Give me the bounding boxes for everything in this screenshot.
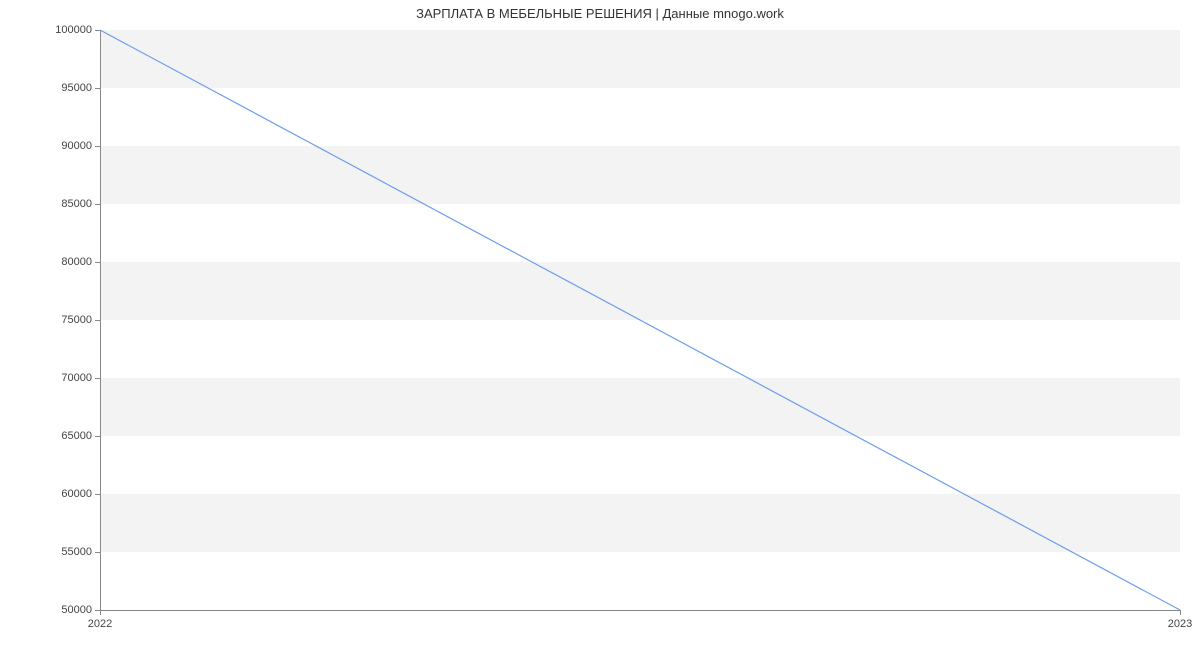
y-tick-label: 95000 (61, 82, 92, 94)
series-line (100, 30, 1180, 610)
y-tick-label: 70000 (61, 372, 92, 384)
y-tick-label: 60000 (61, 488, 92, 500)
x-tick-mark (100, 610, 101, 615)
y-tick-label: 65000 (61, 430, 92, 442)
chart-title: ЗАРПЛАТА В МЕБЕЛЬНЫЕ РЕШЕНИЯ | Данные mn… (0, 6, 1200, 21)
y-tick-label: 75000 (61, 314, 92, 326)
plot-area: 5000055000600006500070000750008000085000… (100, 30, 1180, 610)
y-tick-label: 50000 (61, 604, 92, 616)
y-tick-label: 85000 (61, 198, 92, 210)
y-tick-label: 90000 (61, 140, 92, 152)
y-tick-label: 55000 (61, 546, 92, 558)
x-tick-label: 2023 (1168, 618, 1192, 630)
x-tick-label: 2022 (88, 618, 112, 630)
y-tick-label: 80000 (61, 256, 92, 268)
line-layer (100, 30, 1180, 610)
x-tick-mark (1180, 610, 1181, 615)
chart-container: ЗАРПЛАТА В МЕБЕЛЬНЫЕ РЕШЕНИЯ | Данные mn… (0, 0, 1200, 650)
y-tick-label: 100000 (55, 24, 92, 36)
